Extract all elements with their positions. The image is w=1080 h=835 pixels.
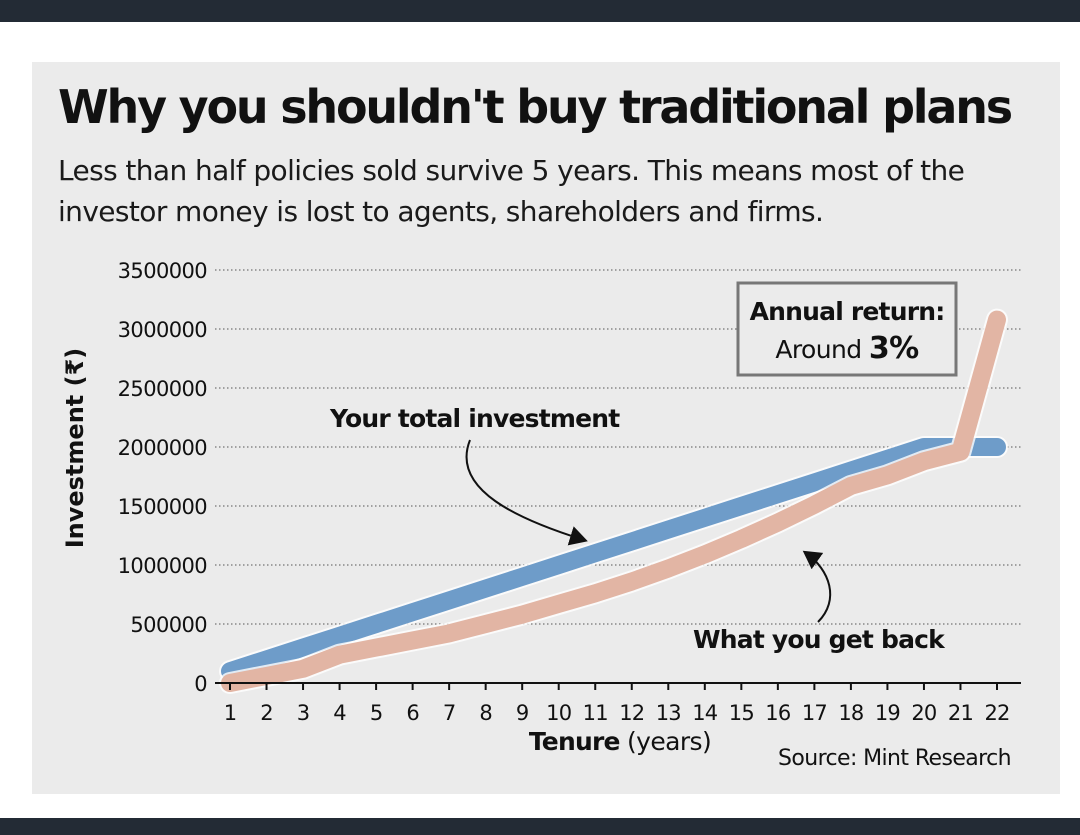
x-tick-label: 5 (370, 701, 383, 725)
x-tick-label: 17 (802, 701, 827, 725)
annual-return-value: Around 3% (775, 331, 919, 366)
x-tick-label: 19 (875, 701, 900, 725)
x-tick-label: 12 (619, 701, 644, 725)
y-tick-label: 3000000 (118, 318, 207, 342)
series-line-investment (221, 438, 1006, 681)
x-tick-label: 9 (516, 701, 529, 725)
x-tick-label: 14 (692, 701, 718, 725)
x-axis-label-unit: (years) (620, 727, 711, 756)
top-bar (0, 0, 1080, 22)
annual-return-prefix: Around (775, 335, 868, 364)
series-label-return: What you get back (693, 625, 946, 654)
x-tick-label: 11 (583, 701, 608, 725)
y-tick-label: 3500000 (118, 259, 207, 283)
x-tick-label: 22 (984, 701, 1009, 725)
y-axis-label: Investment (₹) (61, 348, 89, 549)
chart-subtitle: Less than half policies sold survive 5 y… (58, 154, 965, 228)
y-tick-label: 500000 (130, 613, 207, 637)
y-tick-label: 0 (194, 672, 207, 696)
y-tick-label: 2000000 (118, 436, 207, 460)
x-tick-label: 18 (838, 701, 863, 725)
x-tick-label: 3 (297, 701, 310, 725)
bottom-bar (0, 818, 1080, 835)
x-tick-label: 10 (546, 701, 571, 725)
y-tick-label: 2500000 (118, 377, 207, 401)
x-tick-label: 1 (224, 701, 237, 725)
x-tick-label: 20 (911, 701, 936, 725)
source-note: Source: Mint Research (778, 746, 1012, 771)
x-tick-label: 8 (479, 701, 492, 725)
x-tick-label: 4 (333, 701, 346, 725)
chart-title: Why you shouldn't buy traditional plans (58, 80, 1013, 134)
arrow-return (802, 550, 832, 623)
x-tick-label: 7 (443, 701, 456, 725)
x-tick-label: 13 (656, 701, 681, 725)
x-tick-label: 21 (948, 701, 973, 725)
y-tick-label: 1000000 (118, 554, 207, 578)
y-tick-label: 1500000 (118, 495, 207, 519)
x-tick-label: 15 (729, 701, 754, 725)
series-label-investment: Your total investment (329, 404, 620, 433)
x-axis-label: Tenure (years) (529, 727, 711, 756)
x-axis-label-bold: Tenure (529, 727, 620, 756)
x-tick-label: 16 (765, 701, 791, 725)
x-tick-label: 6 (406, 701, 419, 725)
arrow-investment (465, 439, 588, 546)
annual-return-box (736, 281, 958, 377)
annual-return-percent: 3% (869, 331, 919, 366)
x-tick-label: 2 (260, 701, 273, 725)
series-line-return (221, 310, 1006, 692)
chart-card (32, 62, 1060, 794)
annual-return-label: Annual return: (750, 297, 945, 326)
